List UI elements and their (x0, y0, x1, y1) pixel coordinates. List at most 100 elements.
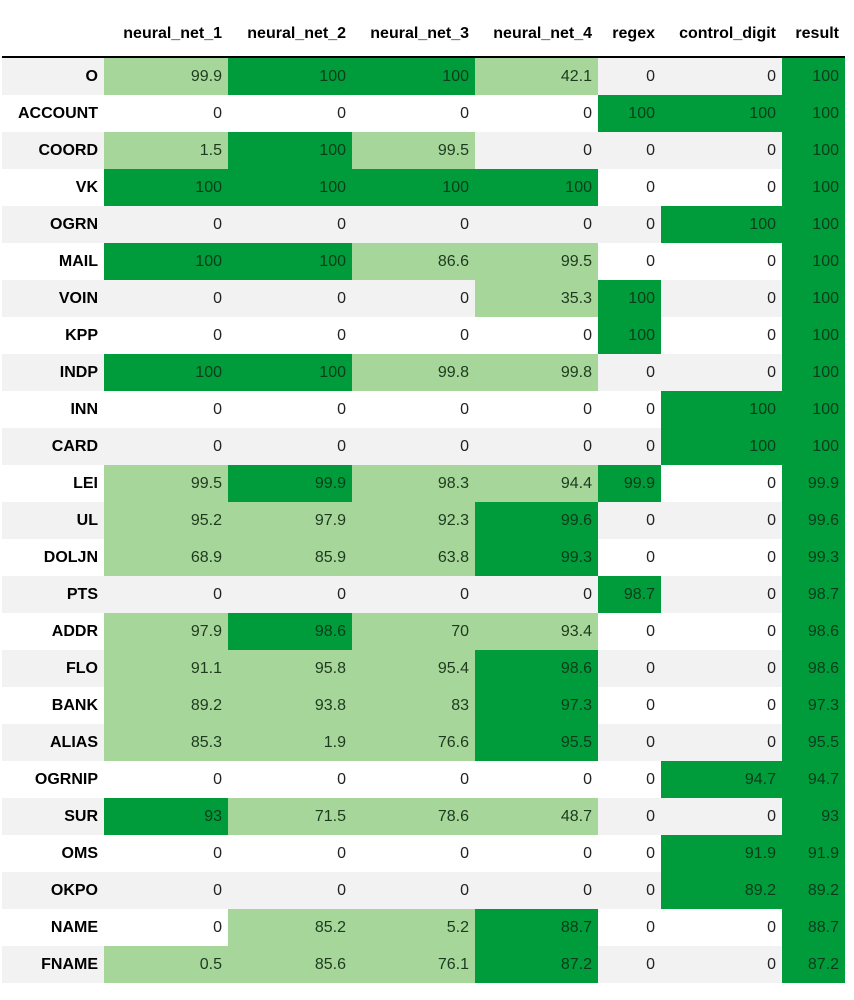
table-cell: 0 (475, 391, 598, 428)
table-cell: 0 (661, 576, 782, 613)
table-cell: 91.9 (661, 835, 782, 872)
table-cell: 0 (598, 428, 661, 465)
row-label: OGRNIP (2, 761, 104, 798)
table-cell: 76.6 (352, 724, 475, 761)
table-cell: 0 (598, 169, 661, 206)
table-cell: 0 (661, 502, 782, 539)
table-cell: 99.6 (475, 502, 598, 539)
table-cell: 35.3 (475, 280, 598, 317)
table-cell: 0 (352, 576, 475, 613)
table-cell: 0 (228, 206, 352, 243)
table-cell: 0 (352, 761, 475, 798)
table-cell: 99.8 (475, 354, 598, 391)
table-cell: 0 (661, 169, 782, 206)
table-row: NAME 0 85.2 5.2 88.7 0 0 88.7 (2, 909, 845, 946)
row-label: NAME (2, 909, 104, 946)
table-cell: 98.6 (475, 650, 598, 687)
table-row: LEI 99.5 99.9 98.3 94.4 99.9 0 99.9 (2, 465, 845, 502)
table-cell: 68.9 (104, 539, 228, 576)
table-cell: 87.2 (782, 946, 845, 983)
table-cell: 0 (661, 539, 782, 576)
table-cell: 0 (661, 687, 782, 724)
table-cell: 100 (228, 243, 352, 280)
table-cell: 0 (661, 613, 782, 650)
table-cell: 1.5 (104, 132, 228, 169)
table-cell: 85.6 (228, 946, 352, 983)
table-cell: 78.6 (352, 798, 475, 835)
row-label: ALIAS (2, 724, 104, 761)
table-cell: 99.8 (352, 354, 475, 391)
table-cell: 0 (352, 206, 475, 243)
table-row: ALIAS 85.3 1.9 76.6 95.5 0 0 95.5 (2, 724, 845, 761)
table-cell: 100 (598, 95, 661, 132)
table-cell: 100 (104, 243, 228, 280)
table-row: OGRN 0 0 0 0 0 100 100 (2, 206, 845, 243)
table-cell: 99.9 (228, 465, 352, 502)
table-cell: 0 (661, 909, 782, 946)
table-row: OGRNIP 0 0 0 0 0 94.7 94.7 (2, 761, 845, 798)
row-label: VOIN (2, 280, 104, 317)
table-cell: 0 (598, 57, 661, 95)
col-header: neural_net_3 (352, 12, 475, 57)
table-cell: 0 (598, 687, 661, 724)
table-cell: 70 (352, 613, 475, 650)
table-cell: 0 (598, 132, 661, 169)
table-cell: 0 (661, 465, 782, 502)
table-cell: 98.3 (352, 465, 475, 502)
table-cell: 0 (661, 132, 782, 169)
row-label: OGRN (2, 206, 104, 243)
table-cell: 100 (661, 428, 782, 465)
table-cell: 98.6 (228, 613, 352, 650)
table-row: MAIL 100 100 86.6 99.5 0 0 100 (2, 243, 845, 280)
table-row: VOIN 0 0 0 35.3 100 0 100 (2, 280, 845, 317)
table-cell: 88.7 (782, 909, 845, 946)
table-cell: 0 (475, 872, 598, 909)
table-row: SUR 93 71.5 78.6 48.7 0 0 93 (2, 798, 845, 835)
table-cell: 0 (352, 872, 475, 909)
table-cell: 93.8 (228, 687, 352, 724)
table-cell: 0 (475, 317, 598, 354)
table-cell: 0 (475, 761, 598, 798)
table-row: UL 95.2 97.9 92.3 99.6 0 0 99.6 (2, 502, 845, 539)
table-cell: 99.9 (598, 465, 661, 502)
table-cell: 97.9 (228, 502, 352, 539)
table-cell: 0 (104, 95, 228, 132)
table-cell: 0 (598, 835, 661, 872)
table-cell: 76.1 (352, 946, 475, 983)
table-cell: 0 (228, 428, 352, 465)
table-cell: 100 (782, 95, 845, 132)
table-cell: 100 (228, 169, 352, 206)
row-label: VK (2, 169, 104, 206)
table-cell: 85.9 (228, 539, 352, 576)
table-cell: 0 (598, 243, 661, 280)
table-row: OMS 0 0 0 0 0 91.9 91.9 (2, 835, 845, 872)
table-row: O 99.9 100 100 42.1 0 0 100 (2, 57, 845, 95)
table-row: PTS 0 0 0 0 98.7 0 98.7 (2, 576, 845, 613)
col-header: neural_net_4 (475, 12, 598, 57)
table-cell: 89.2 (104, 687, 228, 724)
table-cell: 63.8 (352, 539, 475, 576)
table-cell: 0 (661, 946, 782, 983)
table-cell: 95.8 (228, 650, 352, 687)
table-cell: 0 (352, 391, 475, 428)
table-cell: 0 (352, 428, 475, 465)
table-cell: 5.2 (352, 909, 475, 946)
table-cell: 95.4 (352, 650, 475, 687)
table-row: INN 0 0 0 0 0 100 100 (2, 391, 845, 428)
table-cell: 99.3 (475, 539, 598, 576)
table-cell: 1.9 (228, 724, 352, 761)
table-cell: 0 (352, 317, 475, 354)
table-cell: 94.4 (475, 465, 598, 502)
table-cell: 97.9 (104, 613, 228, 650)
table-cell: 0 (352, 95, 475, 132)
table-cell: 0 (661, 57, 782, 95)
table-cell: 0 (228, 761, 352, 798)
table-cell: 0 (228, 576, 352, 613)
table-cell: 100 (228, 132, 352, 169)
table-cell: 0 (598, 650, 661, 687)
row-label: ACCOUNT (2, 95, 104, 132)
table-cell: 42.1 (475, 57, 598, 95)
table-cell: 0 (598, 502, 661, 539)
table-cell: 98.6 (782, 613, 845, 650)
row-label: CARD (2, 428, 104, 465)
